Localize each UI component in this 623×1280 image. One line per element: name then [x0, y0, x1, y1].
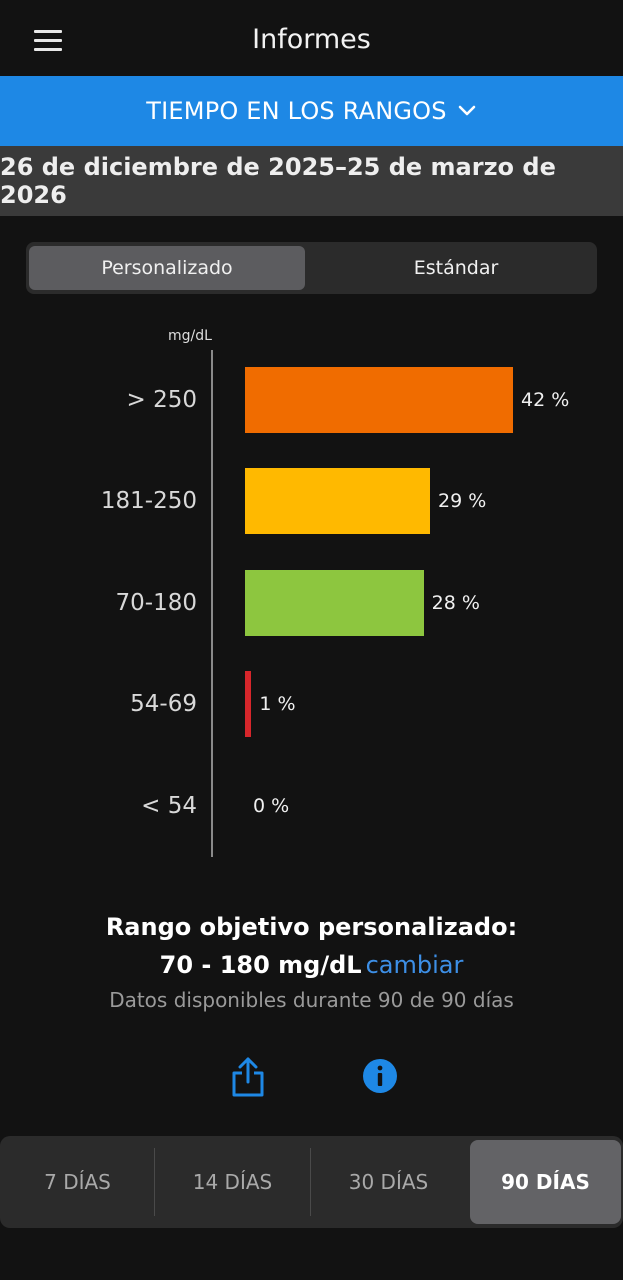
target-range-value: 70 - 180 mg/dL [159, 951, 362, 979]
category-label: < 54 [141, 793, 197, 819]
segment-personalizado[interactable]: Personalizado [29, 246, 305, 290]
chart-row: 181-250 29 % [0, 468, 623, 534]
percent-label: 1 % [259, 693, 296, 715]
chart-row: > 250 42 % [0, 367, 623, 433]
chart-axis-line [211, 350, 213, 857]
chevron-down-icon [458, 105, 476, 116]
period-7-dias[interactable]: 7 DÍAS [44, 1170, 111, 1194]
bar [245, 671, 252, 737]
date-range-text: 26 de diciembre de 2025–25 de marzo de 2… [0, 153, 556, 209]
category-label: 181-250 [100, 488, 197, 514]
time-in-range-chart: mg/dL > 250 42 % 181-250 29 % 70-180 28 % 54-6… [0, 320, 623, 860]
period-90-dias[interactable]: 90 DÍAS [470, 1140, 621, 1224]
period-separator [154, 1148, 155, 1216]
hamburger-menu-icon[interactable] [34, 30, 62, 52]
category-label: > 250 [126, 387, 197, 413]
page-title: Informes [252, 24, 371, 55]
bar [245, 468, 431, 534]
report-type-label: TIEMPO EN LOS RANGOS [146, 97, 447, 125]
segment-estandar[interactable]: Estándar [413, 257, 499, 279]
range-type-segmented-control: Personalizado Estándar [26, 242, 597, 294]
percent-label: 42 % [521, 389, 570, 411]
change-target-link[interactable]: cambiar [365, 951, 464, 979]
date-range-bar: 26 de diciembre de 2025–25 de marzo de 2… [0, 146, 623, 216]
chart-row: < 54 0 % [0, 773, 623, 839]
target-range-line: 70 - 180 mg/dL cambiar [0, 951, 623, 979]
chart-row: 54-69 1 % [0, 671, 623, 737]
period-14-dias[interactable]: 14 DÍAS [192, 1170, 273, 1194]
data-availability-text: Datos disponibles durante 90 de 90 días [109, 988, 514, 1012]
report-type-selector[interactable]: TIEMPO EN LOS RANGOS [0, 76, 623, 146]
percent-label: 28 % [431, 592, 480, 614]
period-30-dias[interactable]: 30 DÍAS [348, 1170, 429, 1194]
chart-row: 70-180 28 % [0, 570, 623, 636]
period-separator [310, 1148, 311, 1216]
period-selector: 7 DÍAS 14 DÍAS 30 DÍAS 90 DÍAS [0, 1136, 623, 1228]
top-app-bar: Informes [0, 0, 623, 76]
target-range-title: Rango objetivo personalizado: [105, 913, 518, 941]
percent-label: 0 % [253, 795, 290, 817]
bar [245, 570, 424, 636]
category-label: 70-180 [115, 590, 197, 616]
percent-label: 29 % [438, 490, 487, 512]
category-label: 54-69 [130, 691, 197, 717]
bar [245, 367, 513, 433]
info-icon[interactable] [362, 1058, 398, 1094]
chart-unit-label: mg/dL [168, 328, 212, 344]
share-icon[interactable] [230, 1056, 266, 1098]
